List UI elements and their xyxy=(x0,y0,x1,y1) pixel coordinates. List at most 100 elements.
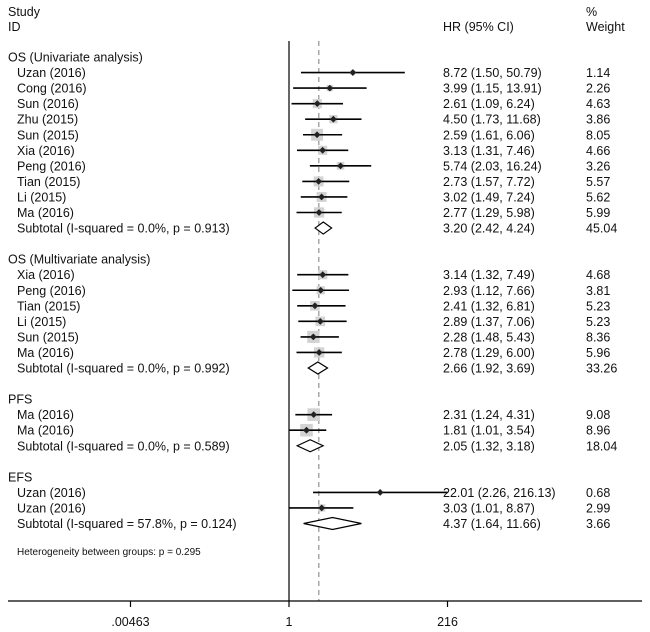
weight-value: 8.36 xyxy=(586,330,610,344)
subtotal-label: Subtotal (I-squared = 0.0%, p = 0.589) xyxy=(17,439,230,453)
point-estimate xyxy=(376,489,384,496)
hr-ci-value: 2.31 (1.24, 4.31) xyxy=(443,408,535,422)
point-estimate xyxy=(326,84,334,92)
weight-value: 3.26 xyxy=(586,159,610,173)
study-label: Uzan (2016) xyxy=(17,486,86,500)
weight-value: 4.63 xyxy=(586,97,610,111)
weight-value: 5.23 xyxy=(586,299,610,313)
group-label: EFS xyxy=(8,470,32,484)
hr-ci-value: 5.74 (2.03, 16.24) xyxy=(443,159,542,173)
hr-ci-value: 2.89 (1.37, 7.06) xyxy=(443,315,535,329)
hr-ci-value: 3.20 (2.42, 4.24) xyxy=(443,222,535,236)
point-estimate xyxy=(313,131,321,139)
x-tick-label: 1 xyxy=(286,615,293,629)
point-estimate xyxy=(315,349,323,356)
hr-ci-value: 2.05 (1.32, 3.18) xyxy=(443,439,535,453)
hr-ci-value: 2.73 (1.57, 7.72) xyxy=(443,175,535,189)
header-hr: HR (95% CI) xyxy=(443,20,514,34)
study-label: Ma (2016) xyxy=(17,408,74,422)
study-label: Uzan (2016) xyxy=(17,66,86,80)
point-estimate xyxy=(337,162,344,170)
row-labels: OS (Univariate analysis)Uzan (2016) 8.72 … xyxy=(8,51,617,532)
weight-value: 8.96 xyxy=(586,424,610,438)
weight-value: 9.08 xyxy=(586,408,610,422)
hr-ci-value: 4.37 (1.64, 11.66) xyxy=(443,517,541,531)
study-label: Xia (2016) xyxy=(17,268,75,282)
group-label: OS (Multivariate analysis) xyxy=(8,253,150,267)
hr-ci-value: 2.78 (1.29, 6.00) xyxy=(443,346,535,360)
point-estimate xyxy=(318,504,326,512)
hr-ci-value: 2.61 (1.09, 6.24) xyxy=(443,97,535,111)
study-label: Li (2015) xyxy=(17,315,66,329)
point-estimate xyxy=(309,333,317,341)
ci-lines xyxy=(289,69,448,531)
study-label: Ma (2016) xyxy=(17,206,74,220)
plot-marks xyxy=(288,41,448,601)
hr-ci-value: 2.59 (1.61, 6.06) xyxy=(443,128,535,142)
point-estimate xyxy=(315,178,323,185)
subtotal-label: Subtotal (I-squared = 0.0%, p = 0.992) xyxy=(17,362,230,376)
subtotal-diamond xyxy=(303,516,362,531)
weight-value: 4.66 xyxy=(586,144,610,158)
point-estimate xyxy=(313,100,321,108)
study-label: Li (2015) xyxy=(17,190,66,204)
study-label: Cong (2016) xyxy=(17,82,87,96)
x-tick-label: 216 xyxy=(437,615,458,629)
weight-value: 45.04 xyxy=(586,222,617,236)
study-label: Tian (2015) xyxy=(17,175,80,189)
point-estimate xyxy=(329,115,337,123)
point-estimate xyxy=(317,286,325,294)
hr-ci-value: 3.02 (1.49, 7.24) xyxy=(443,190,535,204)
weight-value: 2.26 xyxy=(586,82,610,96)
study-label: Sun (2015) xyxy=(17,128,79,142)
point-estimate xyxy=(311,302,319,310)
study-label: Peng (2016) xyxy=(17,284,86,298)
point-estimate xyxy=(319,271,327,279)
point-estimate xyxy=(349,69,357,76)
subtotal-label: Subtotal (I-squared = 57.8%, p = 0.124) xyxy=(17,517,237,531)
group-label: OS (Univariate analysis) xyxy=(8,51,143,65)
hr-ci-value: 2.77 (1.29, 5.98) xyxy=(443,206,535,220)
subtotal-label: Subtotal (I-squared = 0.0%, p = 0.913) xyxy=(17,222,230,236)
point-estimate xyxy=(303,426,310,434)
hr-ci-value: 3.14 (1.32, 7.49) xyxy=(443,268,535,282)
point-estimate xyxy=(319,146,327,154)
study-label: Xia (2016) xyxy=(17,144,75,158)
weight-value: 2.99 xyxy=(586,501,610,515)
heterogeneity-note: Heterogeneity between groups: p = 0.295 xyxy=(17,547,201,558)
hr-ci-value: 4.50 (1.73, 11.68) xyxy=(443,113,541,127)
hr-ci-value: 2.66 (1.92, 3.69) xyxy=(443,362,535,376)
study-label: Tian (2015) xyxy=(17,299,80,313)
hr-ci-value: 2.93 (1.12, 7.66) xyxy=(443,284,535,298)
subtotal-diamond xyxy=(314,221,333,235)
x-axis: .00463 1 216 xyxy=(8,600,642,629)
weight-value: 0.68 xyxy=(586,486,610,500)
hr-ci-value: 8.72 (1.50, 50.79) xyxy=(443,66,542,80)
weight-value: 8.05 xyxy=(586,128,610,142)
hr-ci-value: 22.01 (2.26, 216.13) xyxy=(443,486,556,500)
header-weight: Weight xyxy=(586,20,625,34)
study-label: Ma (2016) xyxy=(17,346,74,360)
hr-ci-value: 2.41 (1.32, 6.81) xyxy=(443,299,535,313)
weight-value: 5.62 xyxy=(586,190,610,204)
x-tick-label: .00463 xyxy=(111,615,149,629)
header-study: Study xyxy=(8,5,41,19)
weight-value: 3.66 xyxy=(586,517,610,531)
hr-ci-value: 3.03 (1.01, 8.87) xyxy=(443,501,535,515)
group-label: PFS xyxy=(8,393,32,407)
header-id: ID xyxy=(8,20,21,34)
subtotal-diamond xyxy=(307,361,329,375)
hr-ci-value: 3.99 (1.15, 13.91) xyxy=(443,82,542,96)
weight-value: 5.99 xyxy=(586,206,610,220)
study-label: Uzan (2016) xyxy=(17,501,86,515)
study-label: Sun (2015) xyxy=(17,330,79,344)
weight-value: 4.68 xyxy=(586,268,610,282)
weight-value: 5.57 xyxy=(586,175,610,189)
point-estimate xyxy=(316,317,324,325)
weight-value: 3.86 xyxy=(586,113,610,127)
weight-value: 1.14 xyxy=(586,66,610,80)
hr-ci-value: 3.13 (1.31, 7.46) xyxy=(443,144,535,158)
weight-value: 5.23 xyxy=(586,315,610,329)
point-estimate xyxy=(310,411,318,419)
